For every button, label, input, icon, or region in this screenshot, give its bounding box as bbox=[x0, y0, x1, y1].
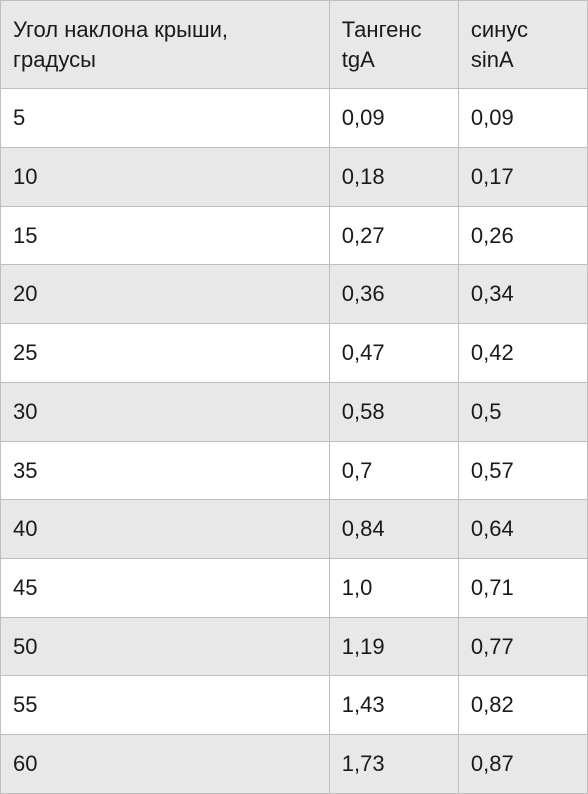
table-row: 60 1,73 0,87 bbox=[1, 734, 588, 793]
cell-sine: 0,5 bbox=[458, 382, 587, 441]
roof-angle-table: Угол наклона крыши, градусы Тангенс tgA … bbox=[0, 0, 588, 794]
cell-angle: 35 bbox=[1, 441, 330, 500]
cell-tangent: 1,43 bbox=[329, 676, 458, 735]
cell-tangent: 1,19 bbox=[329, 617, 458, 676]
cell-sine: 0,26 bbox=[458, 206, 587, 265]
cell-tangent: 0,18 bbox=[329, 148, 458, 207]
cell-angle: 55 bbox=[1, 676, 330, 735]
cell-angle: 15 bbox=[1, 206, 330, 265]
cell-angle: 40 bbox=[1, 500, 330, 559]
col-header-angle-line2: градусы bbox=[13, 47, 96, 72]
cell-sine: 0,64 bbox=[458, 500, 587, 559]
cell-tangent: 0,84 bbox=[329, 500, 458, 559]
cell-angle: 20 bbox=[1, 265, 330, 324]
col-header-sine-line2: sinA bbox=[471, 47, 514, 72]
cell-sine: 0,87 bbox=[458, 734, 587, 793]
col-header-sine-line1: синус bbox=[471, 17, 528, 42]
cell-angle: 45 bbox=[1, 558, 330, 617]
table-row: 10 0,18 0,17 bbox=[1, 148, 588, 207]
table-row: 20 0,36 0,34 bbox=[1, 265, 588, 324]
cell-sine: 0,77 bbox=[458, 617, 587, 676]
cell-sine: 0,34 bbox=[458, 265, 587, 324]
cell-angle: 60 bbox=[1, 734, 330, 793]
cell-tangent: 0,47 bbox=[329, 324, 458, 383]
cell-sine: 0,82 bbox=[458, 676, 587, 735]
cell-tangent: 0,27 bbox=[329, 206, 458, 265]
cell-sine: 0,57 bbox=[458, 441, 587, 500]
table-row: 50 1,19 0,77 bbox=[1, 617, 588, 676]
cell-tangent: 1,73 bbox=[329, 734, 458, 793]
col-header-tangent-line1: Тангенс bbox=[342, 17, 422, 42]
cell-sine: 0,42 bbox=[458, 324, 587, 383]
cell-sine: 0,71 bbox=[458, 558, 587, 617]
table-row: 35 0,7 0,57 bbox=[1, 441, 588, 500]
col-header-angle: Угол наклона крыши, градусы bbox=[1, 1, 330, 89]
table-row: 30 0,58 0,5 bbox=[1, 382, 588, 441]
table-row: 40 0,84 0,64 bbox=[1, 500, 588, 559]
table-row: 15 0,27 0,26 bbox=[1, 206, 588, 265]
table-header-row: Угол наклона крыши, градусы Тангенс tgA … bbox=[1, 1, 588, 89]
cell-angle: 30 bbox=[1, 382, 330, 441]
col-header-sine: синус sinA bbox=[458, 1, 587, 89]
table-row: 25 0,47 0,42 bbox=[1, 324, 588, 383]
cell-tangent: 0,09 bbox=[329, 89, 458, 148]
table-row: 45 1,0 0,71 bbox=[1, 558, 588, 617]
table-row: 55 1,43 0,82 bbox=[1, 676, 588, 735]
cell-angle: 25 bbox=[1, 324, 330, 383]
cell-tangent: 1,0 bbox=[329, 558, 458, 617]
col-header-tangent-line2: tgA bbox=[342, 47, 375, 72]
cell-angle: 5 bbox=[1, 89, 330, 148]
cell-angle: 10 bbox=[1, 148, 330, 207]
cell-tangent: 0,7 bbox=[329, 441, 458, 500]
cell-sine: 0,17 bbox=[458, 148, 587, 207]
table-body: 5 0,09 0,09 10 0,18 0,17 15 0,27 0,26 20… bbox=[1, 89, 588, 793]
cell-tangent: 0,58 bbox=[329, 382, 458, 441]
cell-angle: 50 bbox=[1, 617, 330, 676]
col-header-angle-line1: Угол наклона крыши, bbox=[13, 17, 228, 42]
cell-tangent: 0,36 bbox=[329, 265, 458, 324]
cell-sine: 0,09 bbox=[458, 89, 587, 148]
col-header-tangent: Тангенс tgA bbox=[329, 1, 458, 89]
table-row: 5 0,09 0,09 bbox=[1, 89, 588, 148]
